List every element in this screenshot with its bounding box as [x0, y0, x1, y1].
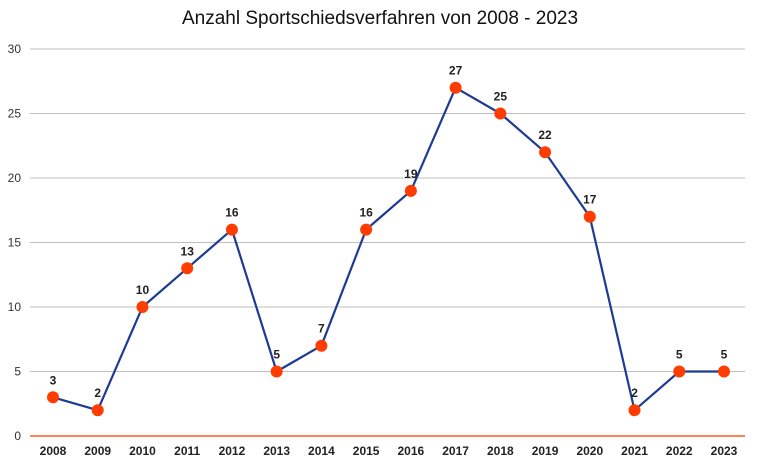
x-tick-label: 2019 [532, 444, 559, 458]
series-line [52, 86, 724, 412]
data-label: 16 [225, 206, 239, 220]
y-tick-label: 10 [8, 300, 22, 314]
data-label: 22 [538, 128, 552, 142]
y-tick-label: 5 [14, 365, 21, 379]
chart-title: Anzahl Sportschiedsverfahren von 2008 - … [181, 8, 579, 29]
x-tick-label: 2023 [711, 444, 738, 458]
data-point [494, 107, 507, 120]
x-tick-label: 2011 [174, 444, 200, 458]
x-tick-label: 2012 [219, 444, 246, 458]
data-point [91, 404, 104, 417]
x-tick-label: 2022 [666, 444, 693, 458]
data-label: 13 [181, 244, 195, 258]
data-point [315, 339, 328, 352]
data-label: 5 [273, 348, 280, 362]
data-point [404, 184, 417, 197]
data-point [718, 365, 730, 378]
x-tick-label: 2015 [353, 444, 380, 458]
data-label: 16 [359, 206, 373, 220]
data-label: 19 [404, 167, 418, 181]
data-label: 3 [50, 373, 57, 387]
x-tick-label: 2020 [576, 444, 603, 458]
data-point [136, 301, 149, 313]
y-tick-label: 25 [8, 107, 22, 121]
y-tick-label: 20 [8, 171, 22, 185]
y-tick-label: 30 [8, 42, 22, 56]
data-label: 17 [583, 193, 597, 207]
data-point [583, 210, 596, 223]
x-tick-label: 2017 [442, 444, 469, 458]
data-label: 5 [676, 348, 683, 362]
y-tick-label: 15 [8, 236, 22, 250]
y-axis-ticks: 0 5 10 15 20 25 30 [8, 42, 22, 443]
data-point [628, 404, 641, 417]
data-point [539, 146, 552, 159]
x-tick-label: 2014 [308, 444, 335, 458]
data-label: 27 [449, 64, 463, 78]
x-tick-label: 2021 [621, 444, 648, 458]
data-label: 25 [494, 90, 508, 104]
x-tick-label: 2018 [487, 444, 514, 458]
data-point [360, 223, 373, 236]
data-label: 2 [631, 386, 638, 400]
data-label: 10 [136, 283, 150, 297]
data-label: 5 [721, 348, 728, 362]
data-point [673, 365, 686, 378]
x-tick-label: 2008 [40, 444, 67, 458]
data-point [270, 365, 283, 378]
data-point [225, 223, 238, 236]
data-label: 7 [318, 322, 325, 336]
x-tick-label: 2013 [263, 444, 290, 458]
x-tick-label: 2009 [84, 444, 111, 458]
data-points [47, 81, 730, 417]
data-point [181, 262, 194, 275]
data-label: 2 [94, 386, 101, 400]
data-point [47, 391, 59, 404]
data-point [449, 81, 462, 94]
series-line-path [52, 86, 724, 412]
x-tick-label: 2016 [398, 444, 425, 458]
x-axis-ticks: 2008 2009 2010 2011 2012 2013 2014 2015 2016 2017… [40, 444, 738, 458]
x-tick-label: 2010 [129, 444, 156, 458]
y-tick-label: 0 [14, 429, 21, 443]
